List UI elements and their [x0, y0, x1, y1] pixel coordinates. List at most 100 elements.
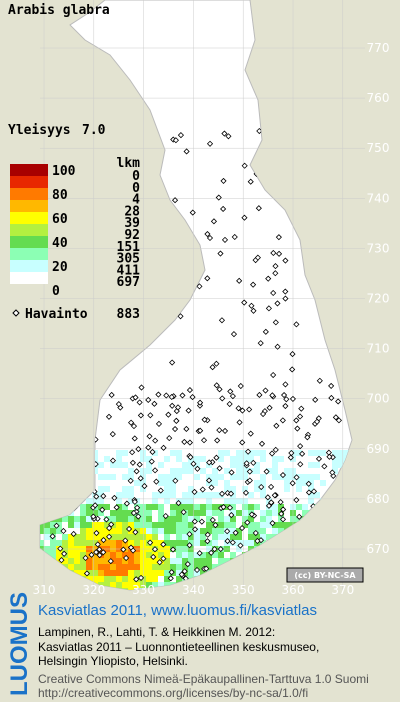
cell — [248, 564, 254, 570]
cell — [74, 564, 80, 570]
northing-label: 670 — [367, 542, 390, 556]
observation-point — [220, 177, 227, 184]
cell — [140, 576, 146, 582]
cell — [80, 486, 86, 492]
cell — [146, 504, 152, 510]
observation-point — [52, 488, 59, 495]
cell — [236, 564, 242, 570]
cell — [176, 570, 182, 576]
cell — [164, 492, 170, 498]
cell — [92, 498, 98, 504]
observation-point — [163, 392, 170, 399]
cell — [242, 474, 248, 480]
observation-point — [123, 500, 130, 507]
legend-swatch — [10, 272, 48, 284]
cell — [296, 504, 302, 510]
observation-point — [212, 522, 219, 529]
legend-swatch — [10, 224, 48, 236]
cell — [182, 540, 188, 546]
observation-point — [275, 234, 282, 241]
observation-point — [196, 550, 203, 557]
observation-point — [200, 437, 208, 444]
cell — [248, 504, 254, 510]
observation-point — [274, 150, 281, 157]
cell — [260, 588, 266, 590]
observation-point — [284, 153, 291, 160]
cell — [344, 510, 350, 516]
observation-point — [256, 127, 263, 135]
cell — [254, 462, 260, 468]
cell — [80, 540, 86, 546]
cell — [134, 516, 140, 522]
cell — [110, 528, 116, 534]
observation-point — [150, 553, 157, 561]
cell — [50, 576, 56, 582]
cell — [104, 570, 110, 576]
observation-point — [136, 399, 143, 406]
cell — [236, 498, 242, 504]
cell — [92, 570, 98, 576]
license-badge[interactable] — [286, 567, 364, 583]
legend-count: 697 — [117, 275, 140, 290]
cell — [224, 576, 230, 582]
cell — [272, 582, 278, 588]
observation-point — [153, 478, 160, 485]
cell — [116, 582, 122, 588]
cell — [218, 450, 224, 456]
cell — [212, 504, 218, 510]
cell — [272, 510, 278, 516]
cell — [40, 558, 44, 564]
cell — [164, 486, 170, 492]
cell — [194, 516, 200, 522]
observation-point — [294, 425, 301, 432]
cell — [98, 528, 104, 534]
cell — [326, 504, 332, 510]
cell — [74, 474, 80, 480]
cell — [200, 504, 206, 510]
legend-swatch — [10, 200, 48, 212]
cell — [278, 474, 284, 480]
cell — [50, 510, 56, 516]
cell — [278, 528, 284, 534]
cell — [104, 486, 110, 492]
cell — [302, 480, 308, 486]
cell — [68, 504, 74, 510]
cell — [158, 510, 164, 516]
observation-point — [171, 425, 179, 433]
observation-point — [191, 526, 199, 533]
cell — [338, 456, 344, 462]
cell — [86, 498, 92, 504]
observation-point — [283, 396, 290, 403]
cell — [110, 516, 116, 522]
cell — [74, 570, 80, 576]
observation-point — [258, 440, 266, 447]
observation-point — [162, 512, 169, 520]
cell — [98, 492, 104, 498]
observation-point — [113, 504, 120, 511]
license-url[interactable]: http://creativecommons.org/licenses/by-n… — [38, 686, 308, 700]
cell — [344, 492, 350, 498]
observation-point — [231, 233, 238, 241]
cell — [170, 480, 176, 486]
cell — [260, 474, 266, 480]
cell — [254, 486, 260, 492]
cell — [344, 516, 350, 522]
cell — [134, 564, 140, 570]
cell — [260, 456, 266, 462]
observation-point — [177, 220, 184, 228]
cell — [134, 534, 140, 540]
footer-heading[interactable]: Kasviatlas 2011, www.luomus.fi/kasviatla… — [38, 602, 317, 619]
cell — [80, 564, 86, 570]
observation-point — [288, 449, 295, 457]
observation-point — [109, 457, 117, 464]
observation-point — [191, 518, 198, 525]
observation-point — [151, 546, 159, 553]
observation-point — [49, 413, 56, 420]
easting-label: 310 — [33, 583, 56, 597]
cell — [266, 516, 272, 522]
cell — [40, 504, 44, 510]
observation-point — [49, 389, 56, 396]
observation-point — [72, 493, 79, 500]
cell — [170, 450, 176, 456]
cell — [170, 522, 176, 528]
